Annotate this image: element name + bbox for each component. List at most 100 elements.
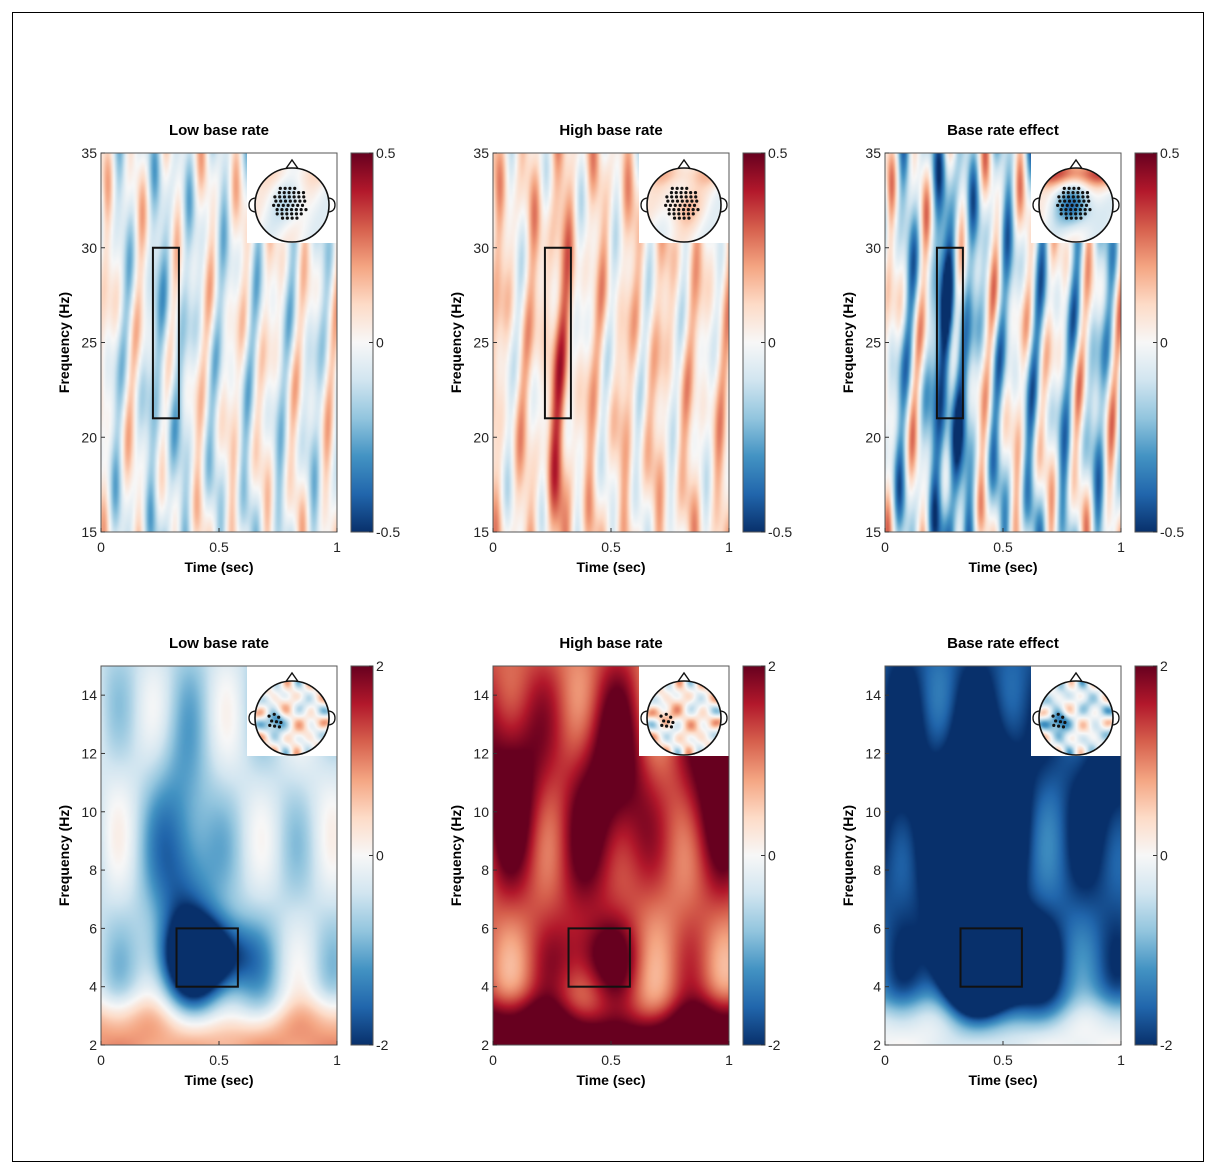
colorbar-tick-label: 0.5 — [1160, 145, 1180, 161]
electrode-marker — [270, 719, 274, 723]
electrode-marker — [1076, 195, 1080, 199]
electrode-marker — [1062, 186, 1066, 190]
electrode-marker — [682, 212, 686, 216]
electrode-marker — [292, 191, 296, 195]
topoplot-inset — [639, 153, 729, 243]
electrode-marker — [1071, 191, 1075, 195]
y-tick-label: 12 — [473, 745, 489, 761]
colorbar-tick-label: 0 — [768, 848, 776, 864]
y-tick-label: 4 — [481, 979, 489, 995]
electrode-marker — [1057, 195, 1061, 199]
electrode-marker — [296, 203, 300, 207]
electrode-marker — [685, 199, 689, 203]
electrode-marker — [682, 216, 686, 220]
electrode-marker — [669, 191, 674, 195]
topoplot-map — [1039, 681, 1113, 755]
electrode-marker — [282, 191, 286, 195]
topoplot-inset — [1031, 153, 1121, 243]
electrode-marker — [680, 186, 684, 190]
electrode-marker — [1057, 724, 1061, 728]
left-ear-icon — [1032, 710, 1040, 726]
roi-box — [151, 246, 180, 420]
right-ear-icon — [1112, 710, 1120, 726]
x-axis-label: Time (sec) — [577, 1072, 646, 1088]
electrode-marker — [692, 203, 697, 207]
electrode-marker — [1078, 208, 1082, 212]
electrode-marker — [693, 191, 698, 195]
y-axis-label: Frequency (Hz) — [840, 805, 856, 906]
electrode-marker — [275, 212, 279, 216]
electrode-marker — [285, 212, 289, 216]
y-axis-label: Frequency (Hz) — [840, 292, 856, 393]
left-ear-icon — [248, 197, 256, 213]
electrode-marker — [274, 720, 279, 724]
y-tick-label: 35 — [865, 145, 881, 161]
x-axis-label: Time (sec) — [185, 1072, 254, 1088]
electrode-marker — [1088, 208, 1092, 212]
y-tick-label: 2 — [89, 1037, 97, 1053]
colorbar-tick-label: 0 — [1160, 335, 1168, 351]
electrode-marker — [1062, 195, 1066, 199]
y-tick-label: 10 — [865, 804, 881, 820]
roi-box — [935, 246, 964, 420]
electrode-marker — [687, 216, 691, 220]
y-tick-label: 30 — [473, 240, 489, 256]
electrode-marker — [277, 715, 281, 719]
topoplot-inset — [247, 666, 337, 756]
electrode-marker — [1086, 195, 1090, 199]
electrode-marker — [1061, 191, 1066, 195]
electrode-marker — [696, 208, 700, 212]
y-tick-label: 4 — [873, 979, 881, 995]
electrode-marker — [671, 720, 675, 725]
nose-icon — [677, 671, 691, 682]
right-ear-icon — [1112, 197, 1120, 213]
electrode-marker — [1069, 208, 1073, 212]
electrode-marker — [680, 199, 684, 203]
electrode-marker — [1064, 212, 1068, 216]
chart-title: Low base rate — [169, 122, 269, 139]
y-tick-label: 15 — [473, 524, 489, 540]
y-tick-label: 20 — [81, 429, 97, 445]
panel-beta-high: High base rate 0 0.5 1 15 20 25 30 35 Time (sec) F… — [448, 122, 792, 575]
colorbar-tick-label: -0.5 — [1160, 524, 1184, 540]
roi-box — [175, 927, 239, 988]
y-axis-label: Frequency (Hz) — [56, 805, 72, 906]
electrode-marker — [1058, 720, 1063, 724]
electrode-marker — [304, 208, 308, 212]
electrode-marker — [268, 723, 272, 728]
colorbar-tick-label: 2 — [768, 658, 776, 674]
electrode-marker — [1085, 191, 1090, 195]
electrode-marker — [670, 195, 674, 199]
electrode-marker — [280, 212, 284, 216]
nose-icon — [285, 671, 299, 682]
electrode-marker — [273, 195, 277, 199]
left-ear-icon — [248, 710, 256, 726]
electrode-marker — [684, 195, 688, 199]
electrode-marker — [671, 199, 675, 203]
head-outline — [254, 680, 330, 756]
y-tick-label: 10 — [473, 804, 489, 820]
electrode-marker — [288, 199, 292, 203]
electrode-marker — [1072, 186, 1076, 190]
y-tick-label: 35 — [81, 145, 97, 161]
electrode-marker — [668, 203, 673, 207]
colorbar-tick-label: 0 — [376, 848, 384, 864]
electrode-marker — [1077, 186, 1081, 190]
y-tick-label: 14 — [865, 687, 881, 703]
chart-title: Base rate effect — [947, 635, 1059, 652]
x-axis-label: Time (sec) — [185, 559, 254, 575]
electrode-marker — [1069, 216, 1073, 220]
x-tick-label: 0.5 — [601, 539, 621, 555]
electrode-marker — [660, 723, 664, 728]
electrode-marker — [1063, 720, 1067, 725]
x-tick-label: 1 — [725, 539, 733, 555]
y-tick-label: 30 — [865, 240, 881, 256]
electrode-marker — [674, 195, 679, 199]
y-tick-label: 14 — [81, 687, 97, 703]
electrode-marker — [686, 208, 690, 212]
electrode-marker — [275, 208, 279, 212]
electrode-marker — [1083, 212, 1087, 216]
electrode-marker — [1081, 195, 1085, 199]
